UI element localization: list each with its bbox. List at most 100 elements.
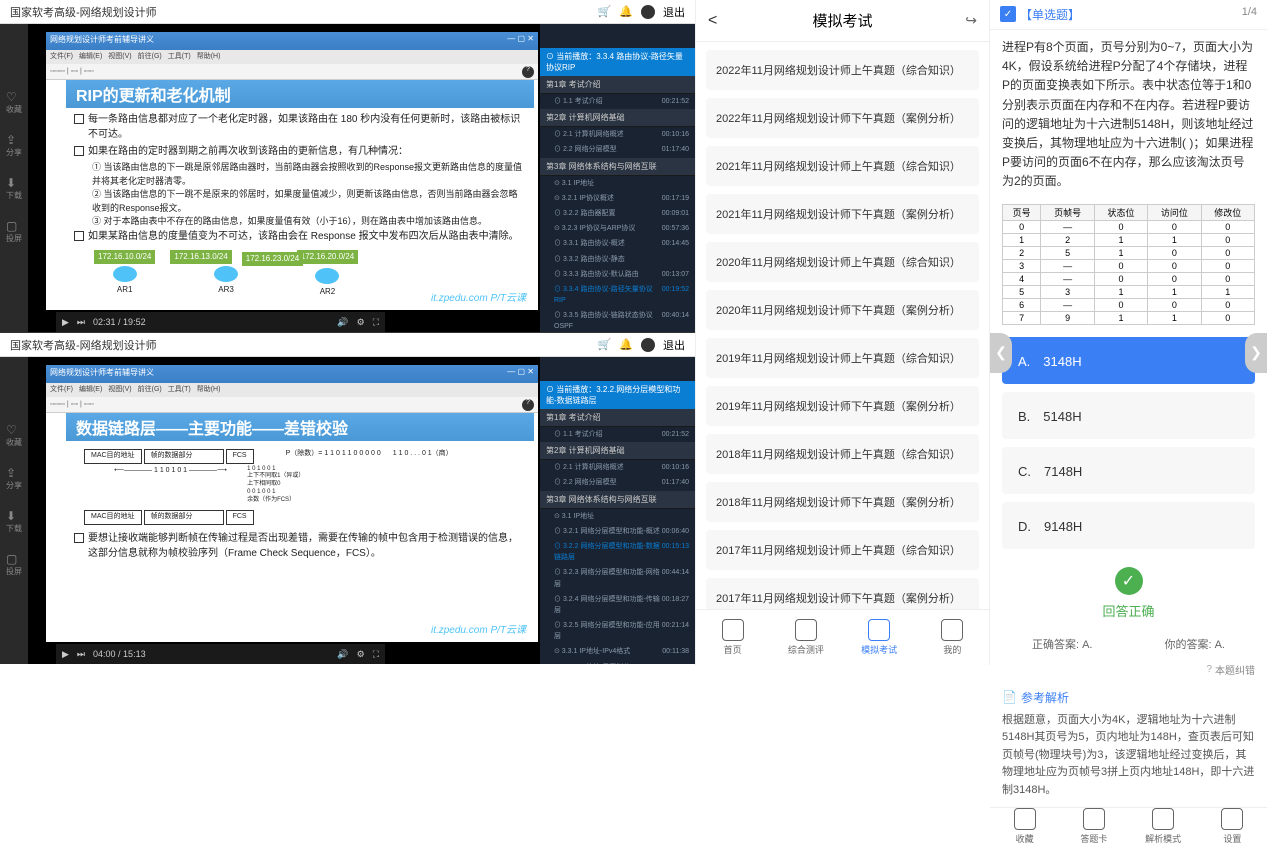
avatar-icon[interactable] <box>641 5 655 19</box>
option-B[interactable]: B. 5148H <box>1002 392 1255 439</box>
download-icon[interactable]: ⬇下载 <box>6 509 22 534</box>
q-nav-item[interactable]: 收藏 <box>990 808 1059 845</box>
exam-item[interactable]: 2022年11月网络规划设计师上午真题（综合知识） <box>706 50 979 90</box>
heart-icon[interactable]: ♡收藏 <box>6 423 22 448</box>
fullscreen-icon[interactable]: ⛶ <box>373 317 379 328</box>
avatar-icon[interactable] <box>641 338 655 352</box>
menu-go[interactable]: 前往(G) <box>138 384 162 396</box>
menu-go[interactable]: 前往(G) <box>138 51 162 63</box>
lesson-item[interactable]: ⊙ 3.2.2 路由器配置00:09:01 <box>540 206 695 221</box>
lesson-item[interactable]: ⊙ 3.3.2 路由协议-静态 <box>540 252 695 267</box>
window-controls[interactable]: — ▢ ✕ <box>507 34 534 48</box>
playlist-sidebar[interactable]: ⊙ 当前播放：3.3.4 路由协议-路径矢量协议RIP第1章 考试介绍⊙ 1.1… <box>540 24 695 332</box>
back-icon[interactable]: < <box>708 12 717 30</box>
menu-help[interactable]: 帮助(H) <box>197 384 221 396</box>
slide-menu-bar[interactable]: 文件(F) 编辑(E) 视图(V) 前往(G) 工具(T) 帮助(H) <box>46 50 538 64</box>
exam-item[interactable]: 2017年11月网络规划设计师上午真题（综合知识） <box>706 530 979 570</box>
q-nav-item[interactable]: 答题卡 <box>1059 808 1128 845</box>
lesson-item[interactable]: ⊙ 3.3.1 IP地址-IPv4格式00:11:38 <box>540 644 695 659</box>
nav-user[interactable]: 我的 <box>916 610 989 665</box>
menu-edit[interactable]: 编辑(E) <box>79 384 102 396</box>
nav-edit[interactable]: 综合测评 <box>769 610 842 665</box>
help-icon[interactable]: ? <box>522 399 534 411</box>
lesson-item[interactable]: ⊙ 3.2.2 网络分层模型和功能-数据链路层00:15:13 <box>540 539 695 565</box>
option-C[interactable]: C. 7148H <box>1002 447 1255 494</box>
lesson-item[interactable]: ⊙ 2.2 网络分层模型01:17:40 <box>540 142 695 157</box>
lesson-item[interactable]: ⊙ 1.1 考试介绍00:21:52 <box>540 94 695 109</box>
slide-icon-toolbar[interactable]: ▫▫▫▫▫▫ | ▫▫▫ | ▫▫▫▫? <box>46 397 538 413</box>
fullscreen-icon[interactable]: ⛶ <box>373 649 379 660</box>
slide-icon-toolbar[interactable]: ▫▫▫▫▫▫ | ▫▫▫ | ▫▫▫▫? <box>46 64 538 80</box>
volume-icon[interactable]: 🔊 <box>337 649 348 660</box>
lesson-item[interactable]: ⊙ 3.2.3 IP协议与ARP协议00:57:36 <box>540 221 695 236</box>
volume-icon[interactable]: 🔊 <box>337 317 348 328</box>
menu-tools[interactable]: 工具(T) <box>168 51 191 63</box>
lesson-item[interactable]: ⊙ 3.2.1 IP协议概述00:17:19 <box>540 191 695 206</box>
logout-link[interactable]: 退出 <box>663 337 685 353</box>
forward-icon[interactable]: ↪ <box>965 12 977 29</box>
share-icon[interactable]: ⇪分享 <box>6 133 22 158</box>
play-icon[interactable]: ▶ <box>62 649 69 660</box>
lesson-item[interactable]: ⊙ 1.1 考试介绍00:21:52 <box>540 427 695 442</box>
next-icon[interactable]: ⏭ <box>77 317 85 328</box>
exam-item[interactable]: 2022年11月网络规划设计师下午真题（案例分析） <box>706 98 979 138</box>
menu-tools[interactable]: 工具(T) <box>168 384 191 396</box>
lesson-item[interactable]: ⊙ 3.3.4 路由协议-路径矢量协议RIP00:19:52 <box>540 282 695 308</box>
share-icon[interactable]: ⇪分享 <box>6 466 22 491</box>
screen-icon[interactable]: ▢投屏 <box>6 219 22 244</box>
nav-home[interactable]: 首页 <box>696 610 769 665</box>
exam-item[interactable]: 2018年11月网络规划设计师上午真题（综合知识） <box>706 434 979 474</box>
chapter-title[interactable]: 第3章 网络体系结构与网络互联 <box>540 491 695 509</box>
option-D[interactable]: D. 9148H <box>1002 502 1255 549</box>
lesson-item[interactable]: ⊙ 2.1 计算机网络概述00:10:16 <box>540 460 695 475</box>
exam-item[interactable]: 2017年11月网络规划设计师下午真题（案例分析） <box>706 578 979 609</box>
settings-icon[interactable]: ⚙ <box>357 649 365 660</box>
lesson-item[interactable]: ⊙ 2.1 计算机网络概述00:10:16 <box>540 127 695 142</box>
lesson-item[interactable]: ⊙ 3.2.3 网络分层模型和功能-网络层00:44:14 <box>540 565 695 591</box>
lesson-item[interactable]: ⊙ 3.2.5 网络分层模型和功能-应用层00:21:14 <box>540 618 695 644</box>
play-icon[interactable]: ▶ <box>62 317 69 328</box>
chapter-title[interactable]: 第3章 网络体系结构与网络互联 <box>540 158 695 176</box>
nav-list[interactable]: 模拟考试 <box>843 610 916 665</box>
bell-icon[interactable]: 🔔 <box>619 338 633 351</box>
menu-view[interactable]: 视图(V) <box>108 51 131 63</box>
exam-item[interactable]: 2020年11月网络规划设计师下午真题（案例分析） <box>706 290 979 330</box>
lesson-item[interactable]: ⊙ 3.3.5 路由协议-链路状态协议OSPF00:40:14 <box>540 308 695 332</box>
option-A[interactable]: A. 3148H <box>1002 337 1255 384</box>
download-icon[interactable]: ⬇下载 <box>6 176 22 201</box>
menu-file[interactable]: 文件(F) <box>50 51 73 63</box>
lesson-item[interactable]: ⊙ 3.3.2 IP地址-子网划分00:37:08 <box>540 660 695 664</box>
exam-item[interactable]: 2018年11月网络规划设计师下午真题（案例分析） <box>706 482 979 522</box>
exam-item[interactable]: 2019年11月网络规划设计师上午真题（综合知识） <box>706 338 979 378</box>
slide-menu-bar[interactable]: 文件(F) 编辑(E) 视图(V) 前往(G) 工具(T) 帮助(H) <box>46 383 538 397</box>
cart-icon[interactable]: 🛒 <box>598 338 612 351</box>
lesson-item[interactable]: ⊙ 3.1 IP地址 <box>540 509 695 524</box>
heart-icon[interactable]: ♡收藏 <box>6 90 22 115</box>
q-nav-item[interactable]: 设置 <box>1198 808 1267 845</box>
screen-icon[interactable]: ▢投屏 <box>6 552 22 577</box>
bell-icon[interactable]: 🔔 <box>619 5 633 18</box>
exam-item[interactable]: 2021年11月网络规划设计师上午真题（综合知识） <box>706 146 979 186</box>
exam-item[interactable]: 2019年11月网络规划设计师下午真题（案例分析） <box>706 386 979 426</box>
lesson-item[interactable]: ⊙ 2.2 网络分层模型01:17:40 <box>540 475 695 490</box>
prev-arrow[interactable]: ❮ <box>990 333 1012 373</box>
exam-item[interactable]: 2020年11月网络规划设计师上午真题（综合知识） <box>706 242 979 282</box>
menu-view[interactable]: 视图(V) <box>108 384 131 396</box>
settings-icon[interactable]: ⚙ <box>357 317 365 328</box>
q-nav-item[interactable]: 解析模式 <box>1129 808 1198 845</box>
chapter-title[interactable]: 第2章 计算机网络基础 <box>540 109 695 127</box>
window-controls[interactable]: — ▢ ✕ <box>507 367 534 381</box>
error-report-link[interactable]: ?本题纠错 <box>990 658 1267 681</box>
lesson-item[interactable]: ⊙ 3.2.1 网络分层模型和功能-概述00:06:40 <box>540 524 695 539</box>
chapter-title[interactable]: 第1章 考试介绍 <box>540 76 695 94</box>
video-playbar[interactable]: ▶ ⏭ 04:00 / 15:13 🔊 ⚙ ⛶ <box>56 644 385 664</box>
lesson-item[interactable]: ⊙ 3.3.3 路由协议-默认路由00:13:07 <box>540 267 695 282</box>
exam-list[interactable]: 2022年11月网络规划设计师上午真题（综合知识） 2022年11月网络规划设计师… <box>696 42 989 609</box>
chapter-title[interactable]: 第2章 计算机网络基础 <box>540 442 695 460</box>
next-arrow[interactable]: ❯ <box>1245 333 1267 373</box>
next-icon[interactable]: ⏭ <box>77 649 85 660</box>
exam-item[interactable]: 2021年11月网络规划设计师下午真题（案例分析） <box>706 194 979 234</box>
cart-icon[interactable]: 🛒 <box>598 5 612 18</box>
lesson-item[interactable]: ⊙ 3.3.1 路由协议-概述00:14:45 <box>540 236 695 251</box>
menu-help[interactable]: 帮助(H) <box>197 51 221 63</box>
